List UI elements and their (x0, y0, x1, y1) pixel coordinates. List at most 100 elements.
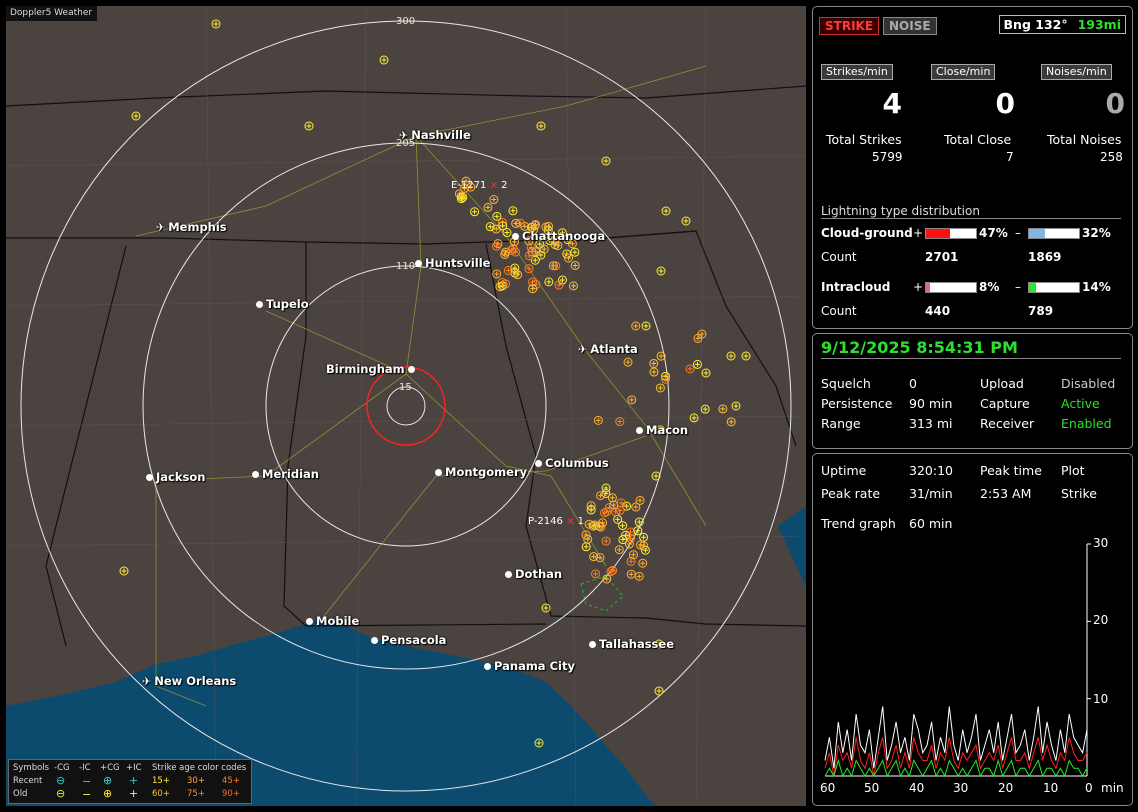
strike-marker (460, 183, 470, 193)
strike-marker (379, 55, 389, 65)
strike-marker (654, 686, 664, 696)
receiver-value[interactable]: Enabled (1061, 416, 1112, 431)
strike-marker (656, 351, 666, 361)
city-dot-icon (371, 637, 378, 644)
city-panama-city[interactable]: Panama City (484, 660, 575, 672)
strike-marker (601, 536, 611, 546)
cg-neg-sign: – (1015, 226, 1021, 240)
graph-axes (825, 544, 1088, 777)
city-dothan[interactable]: Dothan (505, 568, 562, 580)
strike-marker (524, 264, 534, 274)
ic-neg-bar-fill (1029, 283, 1036, 292)
map-graphics (6, 6, 806, 806)
strike-marker (626, 556, 636, 566)
city-huntsville[interactable]: Huntsville (415, 257, 490, 269)
age-45: 45+ (222, 776, 240, 786)
city-mobile[interactable]: Mobile (306, 615, 359, 627)
x-tick-30: 30 (953, 781, 969, 795)
strike-marker (458, 192, 468, 202)
strike-marker (600, 508, 610, 518)
storm-label-1[interactable]: E-1271 × 2 (451, 180, 508, 191)
legend-pos-cg-label: +CG (100, 763, 120, 773)
strike-marker (554, 280, 564, 290)
receiver-label: Receiver (980, 416, 1035, 431)
strike-marker (692, 359, 702, 369)
strikes-per-min-value: 4 (882, 87, 902, 120)
strike-marker (627, 395, 637, 405)
current-datetime: 9/12/2025 8:54:31 PM (821, 338, 1018, 357)
upload-value[interactable]: Disabled (1061, 376, 1116, 391)
legend-symbols-label: Symbols (13, 763, 50, 773)
y-tick-30: 30 (1093, 536, 1109, 550)
airport-icon: ✈ (156, 221, 166, 234)
strike-marker (726, 351, 736, 361)
strike-marker (530, 220, 540, 230)
strike-marker (697, 329, 707, 339)
trend-graph-value[interactable]: 60 min (909, 516, 953, 531)
city-atlanta[interactable]: ✈ Atlanta (578, 342, 638, 356)
city-new-orleans[interactable]: ✈ New Orleans (142, 674, 237, 688)
cg-neg-percent: 32% (1082, 226, 1111, 240)
trend-graph (824, 543, 1091, 778)
strike-marker (639, 532, 649, 542)
city-memphis[interactable]: ✈ Memphis (156, 220, 227, 234)
storm-label-2[interactable]: P-2146 × 1 (528, 516, 585, 527)
ring-label-205: 205 (396, 138, 416, 149)
strike-marker (304, 121, 314, 131)
strike-marker (568, 281, 578, 291)
plot-value[interactable]: Strike (1061, 486, 1097, 501)
strike-marker (535, 239, 545, 249)
strike-marker (563, 235, 573, 245)
strike-marker (581, 542, 591, 552)
persistence-label: Persistence (821, 396, 893, 411)
strike-marker (589, 552, 599, 562)
persistence-value: 90 min (909, 396, 953, 411)
city-birmingham[interactable]: Birmingham (326, 363, 415, 375)
range-label: Range (821, 416, 861, 431)
peak-rate-value: 31/min (909, 486, 953, 501)
city-tallahassee[interactable]: Tallahassee (589, 638, 674, 650)
strike-marker (483, 202, 493, 212)
squelch-value: 0 (909, 376, 917, 391)
city-chattanooga[interactable]: Chattanooga (512, 230, 605, 242)
city-macon[interactable]: Macon (636, 424, 688, 436)
strike-marker (541, 222, 551, 232)
noise-mode-button[interactable]: NOISE (883, 17, 937, 35)
city-columbus[interactable]: Columbus (535, 457, 609, 469)
city-montgomery[interactable]: Montgomery (435, 466, 527, 478)
strike-status-panel: STRIKE NOISE Bng 132° 193mi Strikes/min C… (812, 6, 1133, 329)
strike-marker (602, 574, 612, 584)
strike-mode-button[interactable]: STRIKE (819, 17, 880, 35)
city-pensacola[interactable]: Pensacola (371, 634, 446, 646)
divider (821, 358, 1121, 359)
upload-label: Upload (980, 376, 1024, 391)
ic-neg-count: 789 (1028, 304, 1054, 318)
ic-neg-bar (1028, 282, 1080, 293)
strike-marker (701, 368, 711, 378)
x-tick-0: 0 (1085, 781, 1093, 795)
cg-neg-count: 1869 (1028, 250, 1062, 264)
strike-marker (536, 121, 546, 131)
strike-marker (601, 156, 611, 166)
city-dot-icon (589, 641, 596, 648)
lightning-map[interactable]: Doppler5 Weather (6, 6, 806, 806)
city-meridian[interactable]: Meridian (252, 468, 319, 480)
strike-marker (513, 270, 523, 280)
strike-marker (557, 228, 567, 238)
strike-marker (524, 251, 534, 261)
city-nashville[interactable]: ✈ Nashville (399, 128, 471, 142)
city-dot-icon (415, 260, 422, 267)
city-tupelo[interactable]: Tupelo (256, 298, 309, 310)
close-per-min-label: Close/min (931, 64, 996, 80)
strike-marker (681, 216, 691, 226)
strike-marker (570, 247, 580, 257)
city-jackson[interactable]: Jackson (146, 471, 205, 483)
cg-neg-bar (1028, 228, 1080, 239)
ring-label-15: 15 (399, 382, 412, 393)
age-30: 30+ (187, 776, 205, 786)
capture-value[interactable]: Active (1061, 396, 1100, 411)
storm-id: E-1271 (451, 180, 487, 191)
strike-marker (598, 518, 608, 528)
neg-cg-recent-icon: ⊖ (56, 774, 66, 787)
close-range-ring (366, 366, 446, 446)
